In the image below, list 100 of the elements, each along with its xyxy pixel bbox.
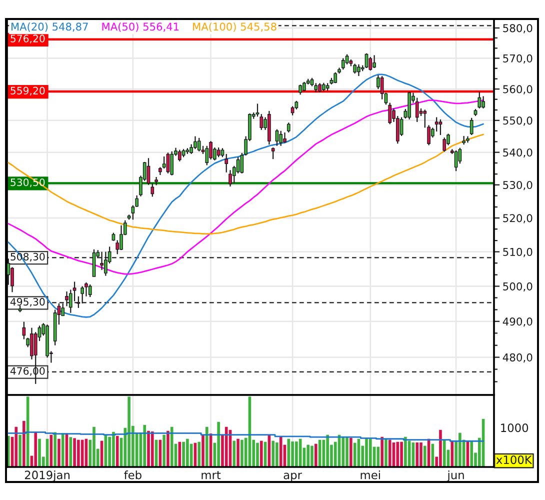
candlestick <box>216 146 220 158</box>
bar <box>442 440 446 467</box>
bar <box>306 444 310 467</box>
bar <box>380 436 384 467</box>
bar <box>310 446 314 467</box>
candlestick <box>372 54 376 69</box>
candlestick <box>364 52 368 69</box>
bar <box>240 440 244 467</box>
bar <box>236 438 240 467</box>
candlestick <box>353 63 357 74</box>
y-axis-title: x100K <box>496 455 532 464</box>
bar <box>162 434 166 467</box>
bar <box>77 440 80 467</box>
bar <box>260 440 263 467</box>
candlestick <box>260 114 264 130</box>
bar <box>458 432 462 467</box>
bar <box>14 426 18 467</box>
candlestick <box>205 145 209 166</box>
bar <box>295 441 298 467</box>
y-tick-label: 480,0 <box>502 353 532 363</box>
bar <box>54 432 56 467</box>
ref-line-label: 576,20 <box>10 34 45 44</box>
candlestick <box>224 153 228 173</box>
bar <box>92 426 96 467</box>
bar <box>365 438 368 467</box>
bar <box>396 442 400 467</box>
candlestick <box>178 149 182 162</box>
text: 1000 <box>501 424 528 432</box>
bar <box>279 436 282 467</box>
candlestick <box>80 286 84 304</box>
candlestick <box>376 74 380 90</box>
bar <box>217 422 220 467</box>
candlestick <box>166 152 170 174</box>
bar <box>404 436 407 467</box>
bar <box>416 442 419 467</box>
candlestick <box>197 137 201 152</box>
bar <box>384 438 388 467</box>
candlestick <box>415 97 419 123</box>
candlestick <box>470 117 474 136</box>
bar <box>186 438 189 467</box>
bar <box>34 432 38 467</box>
y-tick-label: 530,0 <box>503 180 532 190</box>
candlestick <box>438 118 442 136</box>
x-tick-label: 2019jan <box>24 470 70 482</box>
bar <box>342 436 345 467</box>
bar <box>206 426 208 467</box>
x-tick-label: jun <box>447 470 464 482</box>
candlestick <box>146 158 150 186</box>
bar <box>470 441 474 467</box>
candlestick <box>162 156 166 170</box>
bar <box>256 442 259 467</box>
bar <box>147 430 150 467</box>
candlestick <box>275 128 279 146</box>
candlestick <box>88 284 92 298</box>
bar <box>276 442 278 467</box>
bar <box>420 442 422 467</box>
bar <box>22 420 26 467</box>
candlestick <box>298 84 302 96</box>
y-tick-label: 510,0 <box>503 248 532 258</box>
candlestick <box>150 182 154 198</box>
bar <box>178 442 182 467</box>
candlestick <box>65 290 68 307</box>
candlestick <box>442 137 446 152</box>
bar <box>314 444 318 467</box>
candlestick <box>482 96 485 109</box>
y-tick-label: 540,0 <box>503 148 532 158</box>
text: MA(50) 556,41 <box>102 22 179 32</box>
candlestick <box>154 176 158 186</box>
y-tick-label: 570,0 <box>503 54 532 64</box>
bar <box>326 434 329 467</box>
bar <box>128 396 130 467</box>
bar <box>69 437 72 467</box>
candlestick <box>458 147 462 164</box>
y-tick-label: 580,0 <box>503 24 532 34</box>
bar <box>400 442 403 467</box>
bar <box>18 434 22 467</box>
ref-line-label: 495,30 <box>10 298 45 307</box>
line-series <box>8 134 484 234</box>
bar <box>73 438 76 467</box>
bar <box>272 440 274 467</box>
bar <box>369 438 372 467</box>
candlestick <box>478 91 482 109</box>
y-tick-label: 550,0 <box>503 116 532 126</box>
candlestick <box>434 116 438 132</box>
text: MA(100) 545,58 <box>193 22 276 32</box>
bar <box>38 438 41 467</box>
bar <box>346 436 348 467</box>
bar <box>198 442 201 467</box>
bar <box>439 430 442 467</box>
bar <box>291 441 294 467</box>
candlestick <box>388 102 392 125</box>
bar <box>116 436 119 467</box>
candlestick <box>194 136 197 150</box>
x-tick-label: feb <box>124 470 142 480</box>
bar <box>388 440 392 467</box>
y-tick-label: 490,0 <box>502 318 532 327</box>
bar <box>170 426 174 467</box>
x-tick-label: mrt <box>202 471 221 480</box>
bar <box>287 438 290 467</box>
y-tick-label: 520,0 <box>503 214 532 224</box>
